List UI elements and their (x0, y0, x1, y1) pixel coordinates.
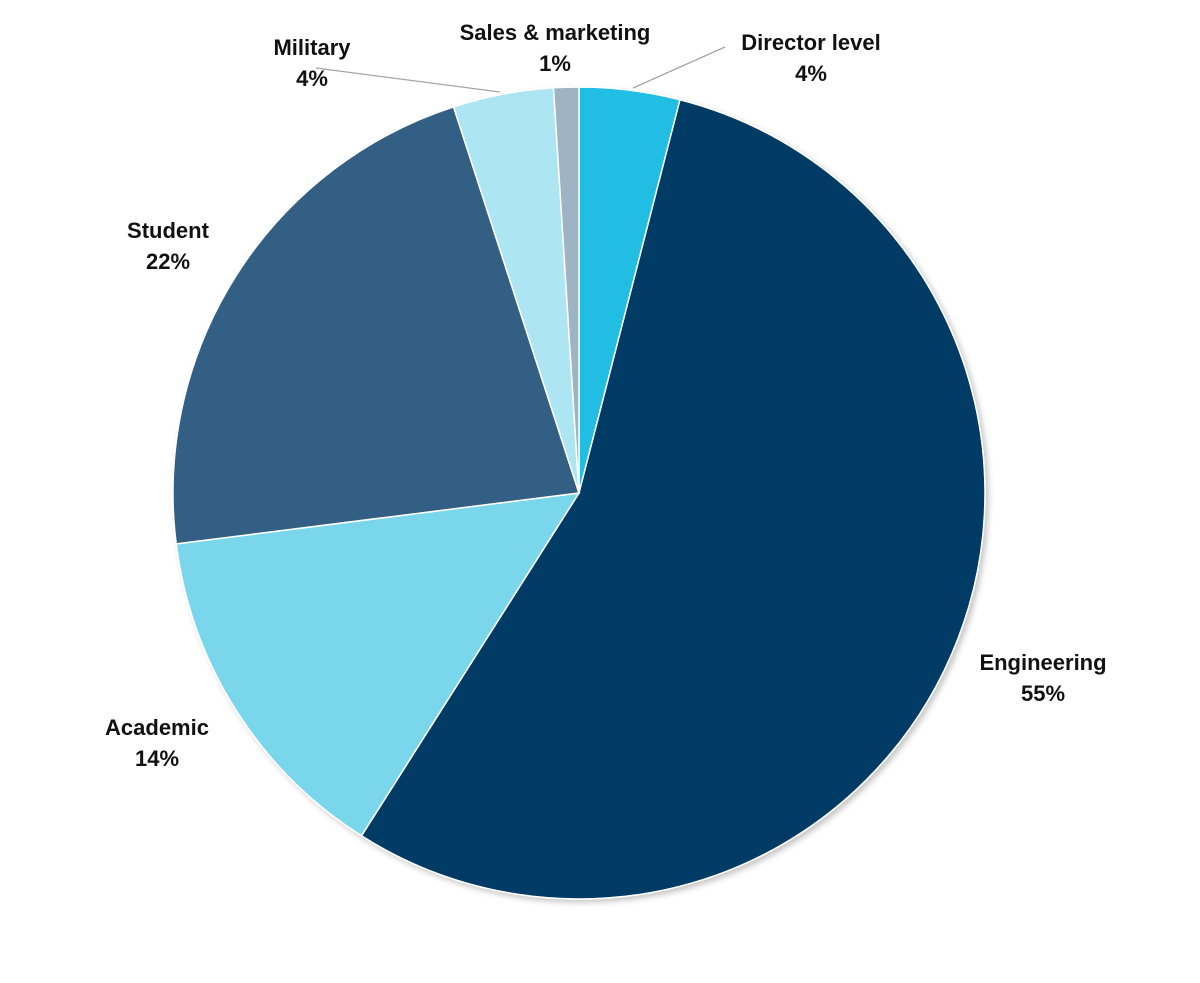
slice-value-student: 22% (146, 249, 190, 274)
slice-label-director-level: Director level (741, 30, 880, 55)
slice-value-director-level: 4% (795, 61, 827, 86)
slice-value-military: 4% (296, 66, 328, 91)
leader-line-military (315, 67, 501, 93)
leader-line-director-level (632, 46, 726, 89)
slice-labels: Director level 4% Engineering 55% Academic 14… (105, 20, 1107, 771)
slice-label-sales-and-marketing: Sales & marketing (460, 20, 651, 45)
slice-value-academic: 14% (135, 746, 179, 771)
slice-label-academic: Academic (105, 715, 209, 740)
slice-sales-and-marketing (552, 86, 580, 494)
pie-slices (172, 86, 986, 900)
slice-value-sales-and-marketing: 1% (539, 51, 571, 76)
slice-academic (175, 492, 581, 837)
slice-label-engineering: Engineering (979, 650, 1106, 675)
leader-lines (315, 46, 726, 93)
slice-student (172, 105, 580, 545)
slice-label-student: Student (127, 218, 210, 243)
slice-label-military: Military (273, 35, 351, 60)
slice-engineering (360, 98, 986, 900)
slice-value-engineering: 55% (1021, 681, 1065, 706)
